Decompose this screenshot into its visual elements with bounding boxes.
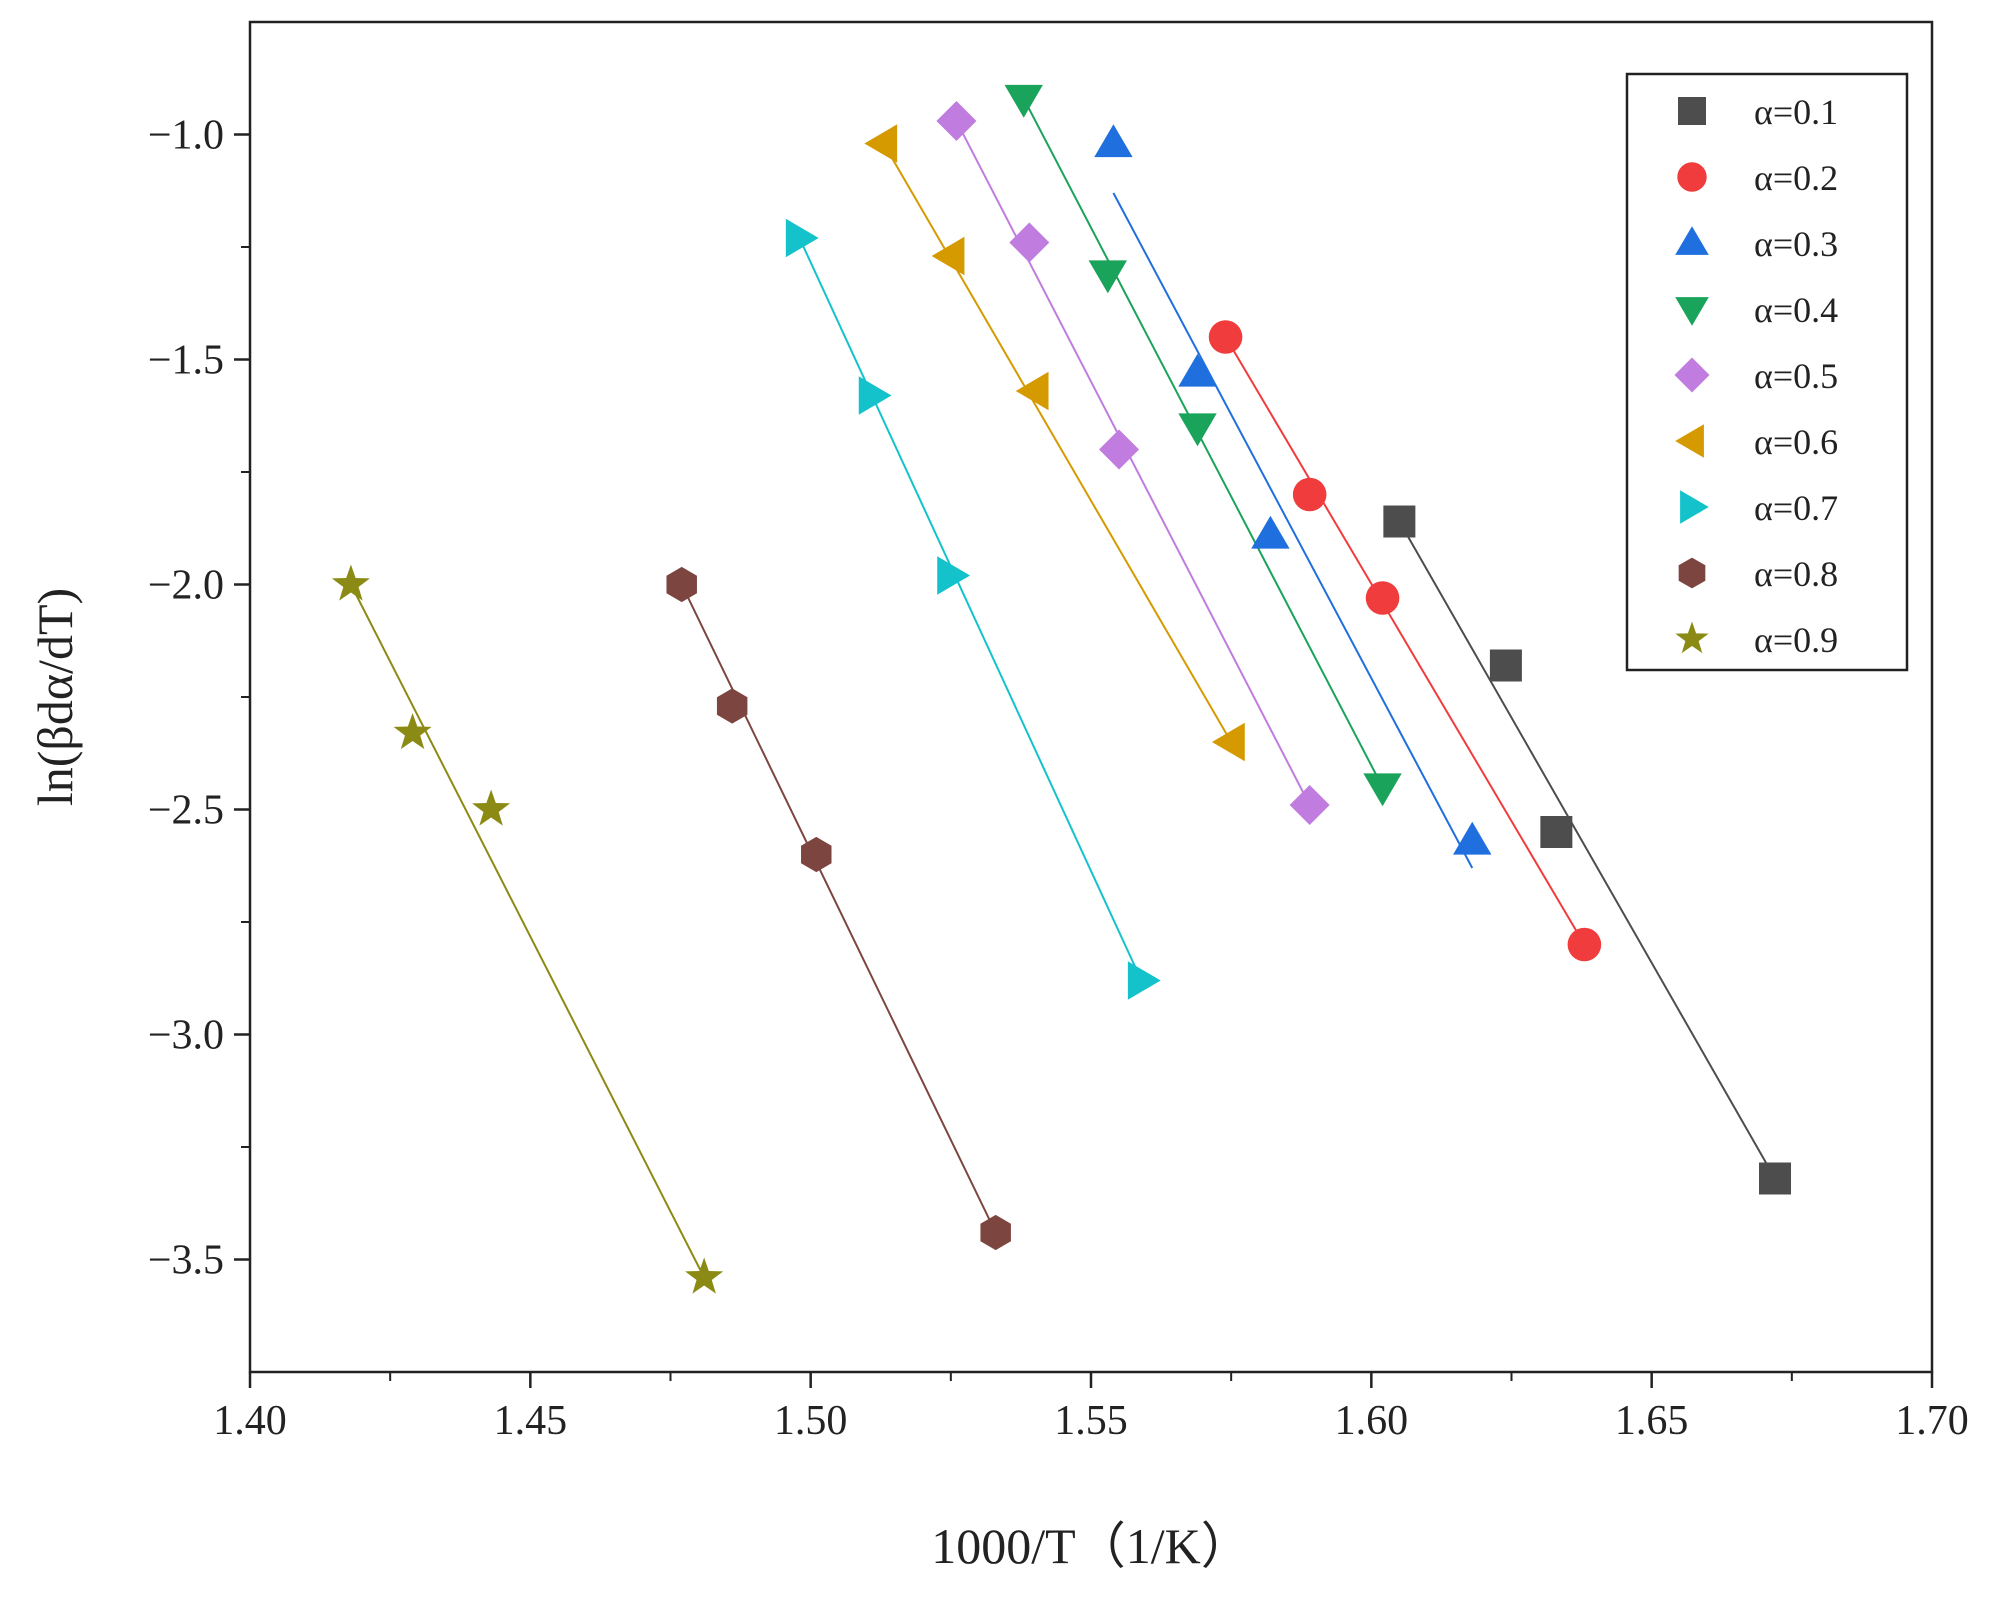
data-point <box>1094 124 1133 158</box>
data-point <box>1178 353 1217 387</box>
data-point <box>931 236 965 276</box>
y-tick-label: −1.5 <box>148 338 224 384</box>
data-point <box>1088 260 1128 294</box>
data-point <box>1127 961 1161 1000</box>
legend-marker <box>1678 97 1706 125</box>
x-tick-label: 1.50 <box>774 1398 848 1444</box>
axes: 1.40 1.45 1.50 1.55 1.60 1.65 1.70 −1.0 −1.5 −2.0… <box>148 113 1969 1445</box>
fit-line-α=0.6 <box>882 142 1233 743</box>
legend: α=0.1 α=0.2 α=0.3 α=0.4 α=0.5 α=0.6 α=0.7 α=0.8… <box>1625 72 1909 672</box>
legend-marker <box>1675 226 1709 255</box>
fit-line-α=0.9 <box>350 584 706 1278</box>
x-axis-title: 1000/T（1/K） <box>931 1518 1250 1574</box>
y-tick-label: −2.0 <box>148 563 224 609</box>
y-tick-label: −3.0 <box>148 1013 224 1059</box>
data-point <box>936 101 977 141</box>
legend-label: α=0.3 <box>1754 224 1838 264</box>
data-point <box>858 376 892 415</box>
data-point <box>1178 413 1217 447</box>
y-tick-label: −1.0 <box>148 113 224 159</box>
data-point <box>331 564 370 601</box>
data-point <box>801 836 832 873</box>
data-point <box>937 556 971 595</box>
y-axis-title: ln(βdα/dT) <box>27 588 83 806</box>
x-tick-label: 1.55 <box>1054 1398 1128 1444</box>
legend-box <box>1625 72 1909 672</box>
legend-marker <box>1675 621 1709 654</box>
legend-label: α=0.7 <box>1754 488 1838 528</box>
y-tick-label: −3.5 <box>148 1238 224 1284</box>
data-point <box>980 1214 1011 1251</box>
fit-line-α=0.1 <box>1398 521 1776 1179</box>
data-point <box>1289 785 1330 825</box>
legend-marker <box>1675 424 1704 458</box>
data-point <box>716 688 748 724</box>
data-point <box>1004 84 1043 118</box>
legend-label: α=0.8 <box>1754 554 1838 594</box>
data-point <box>1567 927 1602 962</box>
fit-line-α=0.5 <box>955 120 1311 806</box>
data-point <box>1099 429 1140 470</box>
x-tick-label: 1.40 <box>213 1398 287 1444</box>
legend-label: α=0.9 <box>1754 620 1838 660</box>
fit-line-α=0.7 <box>798 237 1143 981</box>
data-point <box>1365 581 1400 615</box>
data-point <box>472 789 511 826</box>
fit-line-α=0.3 <box>1112 192 1474 869</box>
data-point <box>1015 371 1049 411</box>
data-point <box>1453 821 1492 855</box>
data-markers <box>331 84 1792 1294</box>
data-point <box>785 218 819 258</box>
legend-marker <box>1675 297 1709 326</box>
legend-label: α=0.2 <box>1754 158 1838 198</box>
data-point <box>864 124 898 163</box>
x-tick-label: 1.60 <box>1335 1398 1409 1444</box>
data-point <box>666 566 697 603</box>
data-point <box>1540 816 1573 848</box>
fit-lines <box>350 98 1776 1278</box>
legend-marker <box>1677 162 1707 192</box>
legend-marker <box>1678 557 1706 589</box>
legend-label: α=0.4 <box>1754 290 1838 330</box>
data-point <box>1208 320 1243 354</box>
data-point <box>1363 773 1402 807</box>
x-tick-label: 1.45 <box>494 1398 568 1444</box>
data-point <box>1292 477 1327 512</box>
data-point <box>1251 515 1290 549</box>
legend-label: α=0.1 <box>1754 92 1838 132</box>
data-point <box>685 1257 724 1294</box>
data-point <box>1383 505 1416 538</box>
data-point <box>1009 222 1050 263</box>
data-point <box>1759 1162 1792 1195</box>
data-point <box>393 713 432 750</box>
data-point <box>1211 722 1245 762</box>
legend-label: α=0.5 <box>1754 356 1838 396</box>
x-tick-label: 1.65 <box>1615 1398 1689 1444</box>
legend-marker <box>1680 490 1709 524</box>
fit-line-α=0.4 <box>1022 98 1384 788</box>
x-tick-label: 1.70 <box>1895 1398 1969 1444</box>
legend-marker <box>1674 357 1710 393</box>
legend-label: α=0.6 <box>1754 422 1838 462</box>
fit-line-α=0.2 <box>1224 336 1586 946</box>
data-point <box>1489 649 1522 682</box>
y-tick-label: −2.5 <box>148 788 224 834</box>
